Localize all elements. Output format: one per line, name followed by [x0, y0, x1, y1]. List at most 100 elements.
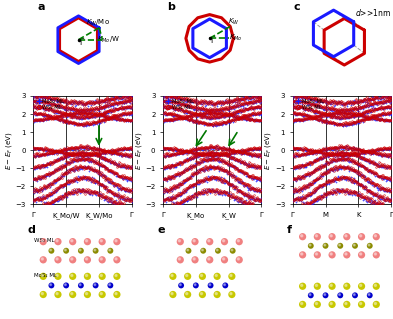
Circle shape [69, 238, 76, 245]
Circle shape [78, 282, 84, 288]
Circle shape [40, 238, 47, 245]
Circle shape [301, 235, 303, 237]
Circle shape [315, 253, 318, 255]
Circle shape [324, 244, 326, 246]
Circle shape [54, 291, 62, 298]
Circle shape [374, 302, 376, 305]
Circle shape [40, 256, 47, 263]
Circle shape [54, 256, 62, 263]
Circle shape [228, 273, 235, 280]
Circle shape [71, 240, 73, 242]
Circle shape [69, 273, 76, 280]
Text: Γ: Γ [210, 36, 215, 45]
Circle shape [187, 249, 189, 251]
Circle shape [324, 294, 326, 295]
Circle shape [169, 273, 176, 280]
Legend: MoS₂ ML, WS₂ ML: MoS₂ ML, WS₂ ML [166, 99, 195, 111]
Circle shape [314, 233, 321, 240]
Circle shape [169, 291, 176, 298]
Circle shape [200, 274, 202, 277]
Circle shape [299, 233, 306, 240]
Circle shape [215, 293, 217, 295]
Circle shape [171, 293, 173, 295]
Circle shape [69, 291, 76, 298]
Circle shape [177, 238, 184, 245]
Circle shape [206, 238, 213, 245]
Circle shape [309, 294, 311, 295]
Circle shape [209, 284, 211, 286]
Circle shape [41, 240, 43, 242]
Circle shape [100, 274, 102, 277]
Circle shape [208, 258, 210, 260]
Circle shape [78, 248, 84, 254]
Circle shape [374, 284, 376, 286]
Circle shape [345, 284, 347, 286]
Circle shape [79, 249, 81, 251]
Circle shape [230, 293, 232, 295]
Circle shape [200, 248, 206, 254]
Circle shape [54, 238, 62, 245]
Circle shape [115, 274, 117, 277]
Circle shape [200, 293, 202, 295]
Circle shape [107, 248, 113, 254]
Circle shape [368, 294, 370, 295]
Circle shape [314, 251, 321, 258]
Circle shape [94, 249, 96, 251]
Circle shape [113, 238, 121, 245]
Circle shape [113, 291, 121, 298]
Circle shape [215, 274, 217, 277]
Circle shape [299, 301, 306, 308]
Circle shape [230, 248, 236, 254]
Circle shape [230, 274, 232, 277]
Circle shape [358, 233, 365, 240]
Circle shape [330, 284, 332, 286]
Circle shape [193, 282, 199, 288]
Circle shape [329, 283, 336, 290]
Circle shape [329, 233, 336, 240]
Circle shape [352, 243, 358, 249]
Circle shape [358, 283, 365, 290]
Circle shape [213, 291, 221, 298]
Circle shape [314, 301, 321, 308]
Circle shape [191, 238, 198, 245]
Circle shape [185, 248, 191, 254]
Circle shape [374, 235, 376, 237]
Text: Γ: Γ [79, 38, 83, 47]
Legend: MoS₂ ML, WS₂ ML: MoS₂ ML, WS₂ ML [36, 99, 65, 111]
Circle shape [93, 282, 99, 288]
Circle shape [308, 292, 314, 298]
Circle shape [85, 258, 88, 260]
Circle shape [373, 233, 380, 240]
Circle shape [85, 240, 88, 242]
Circle shape [113, 273, 121, 280]
Circle shape [69, 256, 76, 263]
Circle shape [40, 273, 47, 280]
Text: $K_{Mo}$/W: $K_{Mo}$/W [97, 35, 120, 45]
Circle shape [100, 293, 102, 295]
Circle shape [56, 293, 58, 295]
Circle shape [63, 282, 69, 288]
Circle shape [56, 258, 58, 260]
Circle shape [353, 294, 355, 295]
Circle shape [113, 256, 121, 263]
Text: f: f [287, 225, 292, 235]
Text: a: a [38, 2, 45, 12]
Circle shape [199, 273, 206, 280]
Circle shape [315, 235, 318, 237]
Circle shape [178, 258, 180, 260]
Circle shape [329, 251, 336, 258]
Circle shape [352, 292, 358, 298]
Circle shape [185, 293, 188, 295]
Circle shape [213, 273, 221, 280]
Circle shape [373, 251, 380, 258]
Circle shape [367, 243, 373, 249]
Circle shape [343, 233, 351, 240]
Circle shape [222, 282, 228, 288]
Circle shape [109, 249, 110, 251]
Circle shape [301, 302, 303, 305]
Circle shape [100, 240, 102, 242]
Circle shape [48, 282, 54, 288]
Y-axis label: $E-E_F$ (eV): $E-E_F$ (eV) [263, 131, 274, 169]
Circle shape [330, 302, 332, 305]
Circle shape [222, 258, 225, 260]
